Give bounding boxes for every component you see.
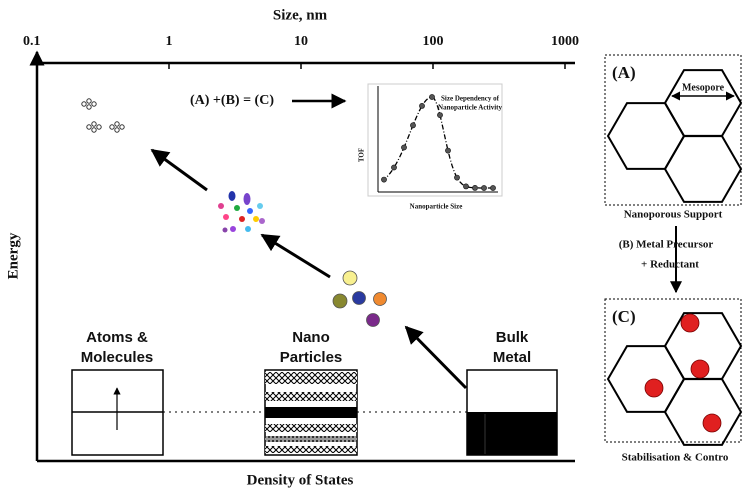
tick-label: 1 [166,34,173,49]
inset-x-label: Nanoparticle Size [410,203,463,211]
hexagon [663,135,743,203]
inset-title: Nanoparticle Activity [438,104,502,112]
activity-curve [381,96,492,189]
top-axis-title: Size, nm [273,7,328,23]
inset: Size Dependency of Nanoparticle Activity… [358,83,503,211]
pore-label: Mesopore [682,82,725,93]
arrow [260,233,331,279]
state-label: Atoms & [86,329,148,346]
step-label: + Reductant [641,259,699,271]
tick-label: 100 [423,34,444,49]
tick-label: 0.1 [23,34,41,49]
curve-point [381,176,387,183]
metal-particles [644,313,722,433]
large-nanoparticles [332,270,387,327]
equation: (A) +(B) = (C) [190,93,274,108]
y-axis-title: Energy [5,232,21,279]
inset-y-label: TOF [358,148,366,162]
state-label: Metal [493,349,531,366]
atoms-box [71,369,164,456]
curve-point [445,147,451,154]
state-label: Nano [292,329,330,346]
hexagon [663,378,743,446]
curve-point [410,122,416,129]
tick-label: 10 [294,34,308,49]
arrow [404,325,468,390]
bulk-box [466,369,558,456]
inset-title: Size Dependency of [441,95,500,103]
curve-point [419,103,425,109]
atom-clusters [81,98,125,133]
curve-point [429,94,435,100]
panel-a-frame [604,54,742,206]
inset-frame [367,83,503,197]
curve-point [437,112,443,118]
hexagon [606,345,686,413]
hexagon [606,102,686,170]
x-axis-title: Density of States [247,472,354,488]
panel-caption: Nanoporous Support [624,209,723,221]
state-label: Particles [280,349,343,366]
curve-point [481,185,487,191]
curve-point [463,183,469,190]
tick-label: 1000 [551,34,579,49]
nano-box [264,369,358,456]
honeycomb [606,312,743,446]
state-label: Bulk [496,329,529,346]
state-label: Molecules [81,349,154,366]
panel-c-frame [604,298,742,443]
hexagon [663,69,743,137]
panel-label: (C) [612,307,636,326]
curve-point [472,184,478,191]
step-label: (B) Metal Precursor [619,239,714,251]
curve-point [490,185,496,191]
arrow [150,148,208,192]
panel-caption: Stabilisation & Contro [622,452,729,464]
top-ticks: 0.1 1 10 100 1000 [23,34,579,69]
honeycomb [606,69,743,203]
panel-label: (A) [612,63,636,82]
curve-point [454,174,460,181]
curve-point [401,144,407,151]
small-nanoparticles [218,191,265,233]
curve-point [391,164,397,171]
